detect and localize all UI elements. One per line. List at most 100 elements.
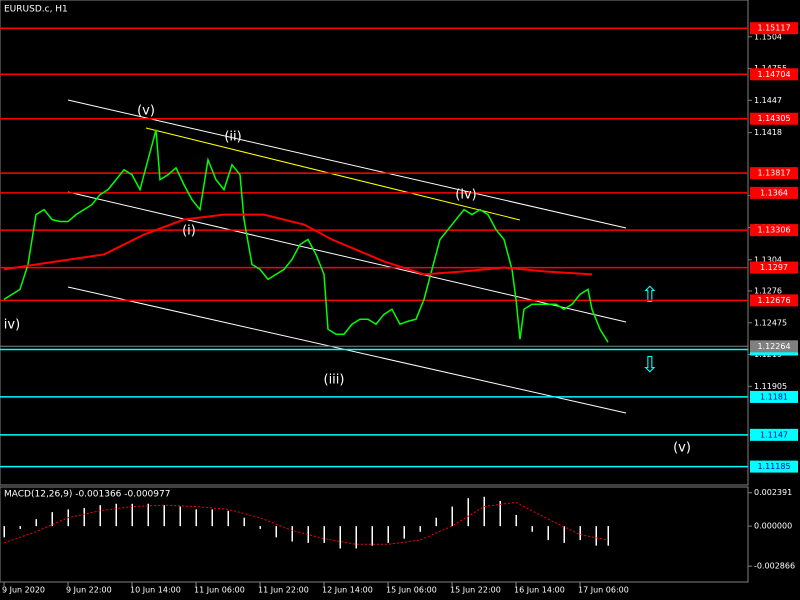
level-label: 1.1147 bbox=[760, 430, 788, 439]
level-label: 1.1364 bbox=[760, 188, 788, 197]
y-tick-label: -0.002866 bbox=[754, 562, 795, 571]
x-tick-label: 15 Jun 22:00 bbox=[450, 586, 501, 595]
macd-bar bbox=[259, 526, 261, 529]
wave-label: (iv) bbox=[455, 188, 476, 203]
down-arrow-icon: ⇩ bbox=[641, 353, 659, 378]
macd-signal bbox=[3, 501, 609, 545]
y-tick-label: 1.1447 bbox=[754, 96, 782, 105]
last-price-label: 1.12264 bbox=[757, 342, 790, 351]
y-tick-label: 1.12475 bbox=[754, 318, 787, 327]
y-tick-label: 1.1504 bbox=[754, 32, 782, 41]
main-panel bbox=[0, 0, 749, 486]
macd-bar bbox=[227, 510, 229, 527]
macd-panel bbox=[0, 486, 749, 583]
level-label-box bbox=[750, 428, 798, 441]
x-tick-label: 11 Jun 06:00 bbox=[194, 586, 245, 595]
macd-bar bbox=[579, 526, 581, 541]
y-tick-label: 1.11905 bbox=[754, 382, 787, 391]
macd-bar bbox=[355, 526, 357, 549]
trend-line bbox=[145, 127, 521, 221]
macd-bar bbox=[531, 526, 533, 532]
x-tick-label: 15 Jun 06:00 bbox=[386, 586, 437, 595]
x-tick-label: 9 Jun 2020 bbox=[2, 586, 45, 595]
macd-bar bbox=[19, 526, 21, 529]
level-label: 1.1297 bbox=[760, 263, 788, 272]
channel-line bbox=[67, 191, 627, 323]
macd-bar bbox=[195, 509, 197, 527]
x-tick-label: 16 Jun 14:00 bbox=[514, 586, 565, 595]
macd-bar bbox=[339, 526, 341, 549]
macd-bar bbox=[499, 500, 501, 527]
macd-bar bbox=[211, 509, 213, 527]
macd-bar bbox=[607, 526, 609, 546]
macd-bar bbox=[515, 514, 517, 527]
level-label: 1.1181 bbox=[760, 392, 788, 401]
macd-bar bbox=[275, 526, 277, 538]
wave-label: (v) bbox=[673, 441, 691, 456]
x-tick-label: 17 Jun 06:00 bbox=[578, 586, 629, 595]
y-tick-label: 0.002391 bbox=[754, 488, 792, 497]
y-tick-label: 0.000000 bbox=[754, 522, 792, 531]
macd-bar bbox=[291, 526, 293, 542]
macd-bar bbox=[595, 526, 597, 546]
level-label-box bbox=[750, 68, 798, 81]
macd-bar bbox=[147, 503, 149, 527]
macd-bar bbox=[99, 505, 101, 527]
level-label: 1.15117 bbox=[757, 24, 790, 33]
x-tick-label: 12 Jun 14:00 bbox=[322, 586, 373, 595]
macd-bar bbox=[483, 496, 485, 527]
macd-bar bbox=[451, 506, 453, 527]
wave-label: iv) bbox=[4, 318, 20, 333]
level-label: 1.13306 bbox=[757, 226, 790, 235]
level-label: 1.11185 bbox=[757, 462, 790, 471]
y-tick-label: 1.1304 bbox=[754, 255, 782, 264]
macd-title: MACD(12,26,9) -0.001366 -0.000977 bbox=[4, 490, 170, 500]
level-label: 1.12676 bbox=[757, 296, 790, 305]
wave-label: (i) bbox=[182, 224, 196, 239]
macd-bar bbox=[51, 512, 53, 527]
macd-bar bbox=[3, 526, 5, 538]
channel-line bbox=[67, 99, 627, 229]
level-label-box bbox=[750, 167, 798, 180]
level-label-box bbox=[750, 112, 798, 125]
macd-bar bbox=[467, 498, 469, 527]
macd-bar bbox=[403, 526, 405, 539]
macd-bar bbox=[419, 526, 421, 532]
up-arrow-icon: ⇧ bbox=[641, 283, 659, 308]
macd-bar bbox=[115, 503, 117, 527]
level-label: 1.13817 bbox=[757, 169, 790, 178]
wave-label: (iii) bbox=[324, 373, 345, 388]
level-label-box bbox=[750, 390, 798, 403]
wave-label: (ii) bbox=[224, 130, 241, 145]
level-label: 1.14305 bbox=[757, 114, 790, 123]
level-label-box bbox=[750, 186, 798, 199]
macd-bar bbox=[131, 503, 133, 527]
price-line bbox=[3, 129, 609, 343]
macd-bar bbox=[35, 519, 37, 527]
macd-bar bbox=[307, 526, 309, 543]
macd-bar bbox=[563, 526, 565, 543]
level-label-box bbox=[750, 22, 798, 35]
macd-bar bbox=[163, 505, 165, 527]
x-tick-label: 11 Jun 22:00 bbox=[258, 586, 309, 595]
price-line bbox=[3, 213, 593, 276]
macd-bar bbox=[83, 507, 85, 527]
level-label-box bbox=[750, 261, 798, 274]
macd-bar bbox=[179, 506, 181, 527]
wave-label: (v) bbox=[137, 104, 155, 119]
macd-bar bbox=[371, 526, 373, 546]
macd-bar bbox=[435, 517, 437, 527]
macd-bar bbox=[323, 526, 325, 543]
x-tick-label: 9 Jun 22:00 bbox=[66, 586, 112, 595]
level-label-box bbox=[750, 224, 798, 237]
x-tick-label: 10 Jun 14:00 bbox=[130, 586, 181, 595]
y-tick-label: 1.1418 bbox=[754, 128, 782, 137]
level-label: 1.14704 bbox=[757, 70, 790, 79]
macd-bar bbox=[387, 526, 389, 543]
macd-bar bbox=[243, 517, 245, 527]
y-tick-label: 1.1276 bbox=[754, 287, 782, 296]
macd-bar bbox=[547, 526, 549, 541]
level-label-box bbox=[750, 460, 798, 473]
